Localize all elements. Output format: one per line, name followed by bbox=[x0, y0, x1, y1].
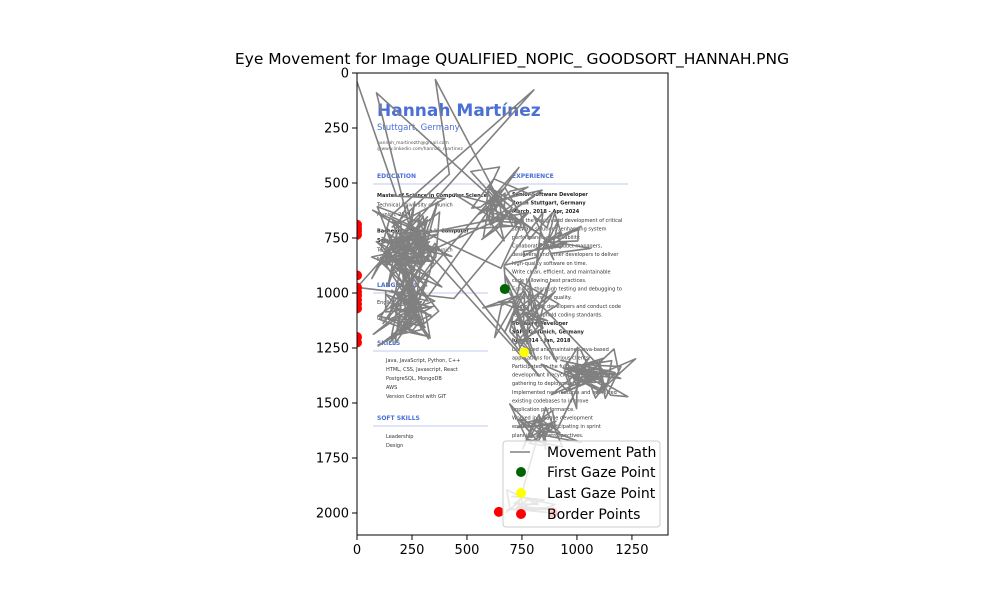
legend-last-gaze-label: Last Gaze Point bbox=[547, 486, 656, 502]
resume-text-line: environment, participating in sprint bbox=[512, 424, 601, 430]
resume-text-line: code following best practices. bbox=[512, 278, 587, 284]
border-point bbox=[493, 506, 504, 517]
x-tick-label: 250 bbox=[400, 543, 425, 558]
resume-text-line: gathering to deployment. bbox=[512, 381, 576, 387]
border-points bbox=[357, 219, 558, 518]
x-tick-label: 500 bbox=[455, 543, 480, 558]
resume-location: Stuttgart, Germany bbox=[377, 123, 460, 133]
resume-text-line: application performance. bbox=[512, 407, 575, 413]
legend-border-swatch bbox=[516, 509, 526, 519]
resume-text-line: applications for various clients. bbox=[512, 355, 590, 361]
y-tick-label: 1250 bbox=[316, 342, 349, 357]
resume-text-line: existing codebases to improve bbox=[512, 398, 588, 404]
chart-title: Eye Movement for Image QUALIFIED_NOPIC_ … bbox=[235, 50, 789, 69]
y-tick-label: 1000 bbox=[316, 287, 349, 302]
border-point bbox=[357, 270, 362, 281]
resume-text-line: Design bbox=[386, 443, 403, 449]
x-tick-label: 0 bbox=[353, 543, 361, 558]
resume-text-line: reviews to uphold coding standards. bbox=[512, 312, 603, 318]
y-tick-label: 500 bbox=[324, 177, 349, 192]
legend-first-gaze-label: First Gaze Point bbox=[547, 465, 656, 481]
resume-text-line: SAP AG Munich, Germany bbox=[512, 330, 585, 336]
y-tick-label: 2000 bbox=[316, 507, 349, 522]
legend-movement-label: Movement Path bbox=[547, 445, 656, 461]
section-skills: SKILLS bbox=[377, 340, 400, 347]
border-point bbox=[357, 337, 362, 348]
legend: Movement Path First Gaze Point Last Gaze… bbox=[502, 440, 661, 528]
resume-text-line: high-quality software on time. bbox=[512, 261, 588, 267]
resume-text-line: Leadership bbox=[386, 434, 413, 440]
resume-text-line: PostgreSQL, MongoDB bbox=[386, 376, 442, 382]
resume-text-line: Lead the design and development of criti… bbox=[512, 218, 622, 224]
resume-text-line: AWS bbox=[386, 385, 397, 391]
resume-name: Hannah Martínez bbox=[377, 101, 541, 121]
plot-area bbox=[357, 78, 637, 518]
resume-text-line: Developed and maintained Java-based bbox=[512, 347, 609, 353]
resume-text-line: Write clean, efficient, and maintainable bbox=[512, 269, 611, 275]
x-tick-label: 1250 bbox=[615, 543, 648, 558]
resume-text-line: Version Control with GIT bbox=[386, 394, 447, 400]
legend-border-label: Border Points bbox=[547, 507, 640, 523]
y-tick-label: 250 bbox=[324, 122, 349, 137]
x-tick-label: 750 bbox=[510, 543, 535, 558]
resume-text-line: Master of Science in Computer Science bbox=[377, 193, 488, 199]
resume-text-line: Worked in an agile development bbox=[512, 416, 593, 422]
resume-text-line: Mentor junior developers and conduct cod… bbox=[512, 304, 621, 310]
legend-first-gaze-swatch bbox=[516, 467, 526, 477]
resume-text-line: Java, JavaScript, Python, C++ bbox=[385, 358, 460, 364]
resume-text-line: Senior Software Developer bbox=[512, 192, 588, 198]
section-soft-skills: SOFT SKILLS bbox=[377, 415, 420, 422]
resume-linkedin: @www.linkedin.com/hannah_martinez bbox=[377, 146, 463, 152]
section-experience: EXPERIENCE bbox=[512, 173, 554, 180]
border-point bbox=[357, 303, 362, 314]
axes-frame bbox=[356, 72, 669, 536]
resume-text-line: HTML, CSS, Javascript, React bbox=[386, 367, 458, 373]
y-tick-label: 0 bbox=[341, 67, 349, 82]
x-axis-ticks: 0 250 500 750 1000 1250 bbox=[353, 535, 648, 558]
y-tick-label: 1750 bbox=[316, 452, 349, 467]
resume-text-line: Jun, 2014 - Jan, 2018 bbox=[511, 338, 571, 344]
resume-email: hannah_martinezth@gmail.com bbox=[377, 140, 449, 146]
resume-text-line: Participated in the full software bbox=[512, 364, 590, 370]
y-tick-label: 1500 bbox=[316, 397, 349, 412]
resume-text-line: development lifecycle, from requirements bbox=[512, 373, 617, 379]
legend-box bbox=[502, 440, 661, 528]
first-gaze-point bbox=[499, 284, 510, 295]
resume-text-line: designers, and other developers to deliv… bbox=[512, 252, 619, 258]
soft-skill-lines: Leadership Design bbox=[386, 434, 413, 449]
border-point bbox=[357, 229, 362, 240]
x-tick-label: 1000 bbox=[560, 543, 593, 558]
resume-text-line: Bosch Stuttgart, Germany bbox=[512, 201, 586, 207]
legend-last-gaze-swatch bbox=[516, 488, 526, 498]
resume-text-line: Munich, 2014 bbox=[377, 212, 411, 218]
resume-text-line: March, 2018 - Apr, 2024 bbox=[512, 209, 580, 215]
y-tick-label: 750 bbox=[324, 232, 349, 247]
last-gaze-point bbox=[519, 347, 530, 358]
skill-lines: Java, JavaScript, Python, C++ HTML, CSS, … bbox=[385, 358, 460, 400]
movement-path-line bbox=[357, 78, 637, 514]
y-axis-ticks: 0 250 500 750 1000 1250 1500 1750 2000 bbox=[316, 67, 357, 522]
resume-text-line: Conduct thorough testing and debugging t… bbox=[512, 287, 622, 293]
